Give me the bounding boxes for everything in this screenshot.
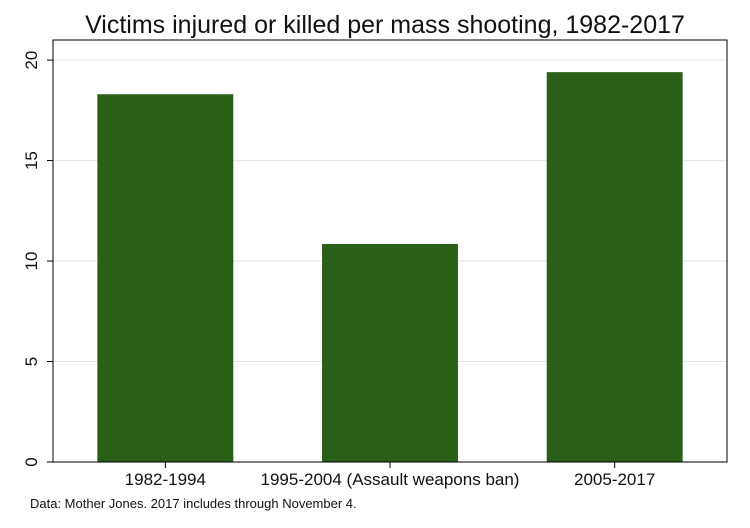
- x-tick-label: 1995-2004 (Assault weapons ban): [261, 470, 520, 489]
- x-axis-ticks: 1982-1994 1995-2004 (Assault weapons ban)…: [125, 462, 655, 489]
- y-tick-label: 15: [22, 151, 41, 170]
- y-tick-label: 10: [22, 252, 41, 271]
- bar: [322, 243, 458, 462]
- chart-title: Victims injured or killed per mass shoot…: [85, 11, 685, 39]
- y-tick-label: 20: [22, 51, 41, 70]
- source-note: Data: Mother Jones. 2017 includes throug…: [30, 496, 357, 511]
- bars: [97, 72, 683, 463]
- y-tick-label: 0: [22, 457, 41, 466]
- y-tick-label: 5: [22, 357, 41, 366]
- x-tick-label: 1982-1994: [125, 470, 206, 489]
- x-tick-label: 2005-2017: [574, 470, 655, 489]
- bar: [546, 72, 683, 463]
- y-axis-ticks: 0 5 10 15 20: [22, 51, 53, 467]
- bar: [97, 94, 234, 462]
